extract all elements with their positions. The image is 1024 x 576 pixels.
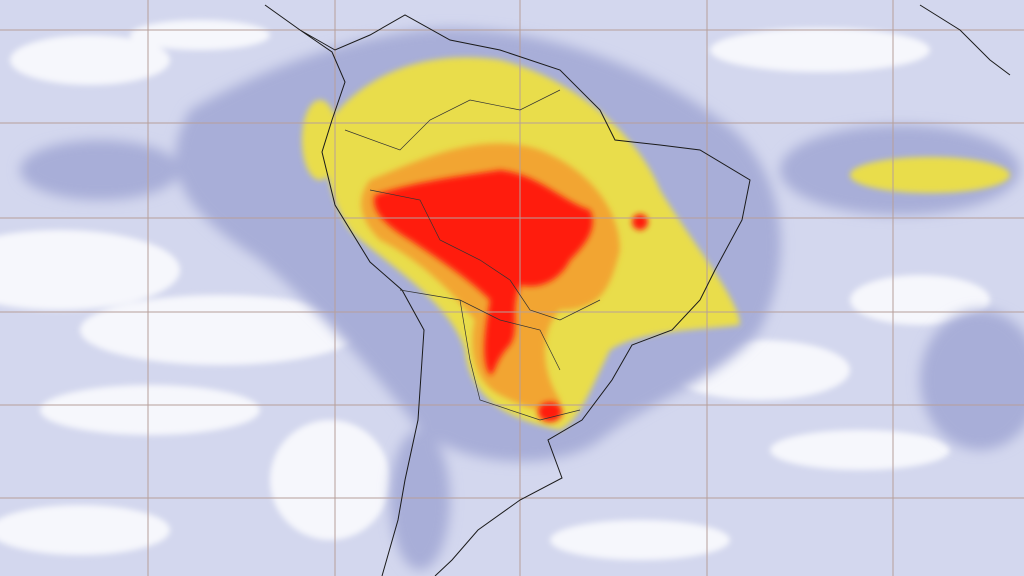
band [390,430,450,570]
clear-area [10,35,170,85]
clear-area [0,505,170,555]
coastlines [264,4,1011,576]
region [850,157,1010,193]
region [302,100,338,180]
clear-area [710,28,930,72]
border [399,289,561,371]
extreme-precip [374,170,648,422]
border [509,279,601,321]
border [369,189,511,281]
clear-area [130,20,270,50]
clear-area [40,385,260,435]
borders [344,89,601,421]
border [344,89,561,151]
clear-area [270,420,390,540]
clear-area [770,430,950,470]
band [20,140,180,200]
coastline [264,4,751,576]
clear-area [550,520,730,560]
region [632,214,648,230]
band [920,310,1024,450]
clear-area [0,230,180,310]
coastline [919,4,1011,76]
border [459,299,581,421]
region [374,170,593,375]
region [538,402,562,422]
